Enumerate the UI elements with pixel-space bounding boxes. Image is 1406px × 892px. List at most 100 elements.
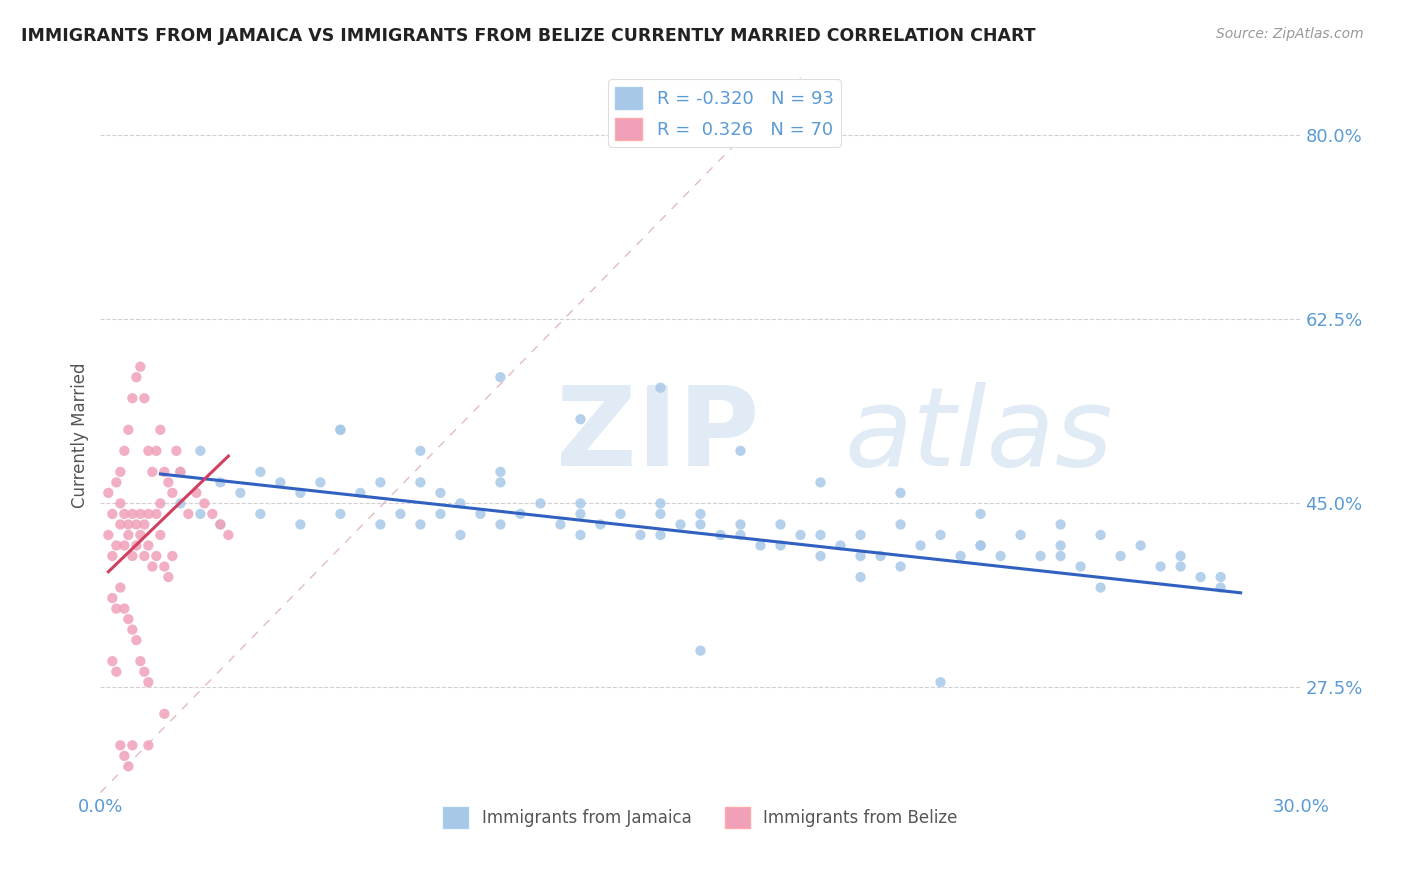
Point xyxy=(110,496,132,510)
Text: Source: ZipAtlas.com: Source: ZipAtlas.com xyxy=(1216,27,1364,41)
Point xyxy=(509,507,531,521)
Point xyxy=(153,465,176,479)
Text: IMMIGRANTS FROM JAMAICA VS IMMIGRANTS FROM BELIZE CURRENTLY MARRIED CORRELATION : IMMIGRANTS FROM JAMAICA VS IMMIGRANTS FR… xyxy=(21,27,1036,45)
Point xyxy=(138,675,160,690)
Point xyxy=(121,549,143,563)
Point xyxy=(117,423,139,437)
Point xyxy=(105,601,128,615)
Point xyxy=(112,748,135,763)
Point xyxy=(157,475,180,490)
Point xyxy=(157,570,180,584)
Point xyxy=(669,517,692,532)
Point xyxy=(121,739,143,753)
Point xyxy=(849,570,872,584)
Point xyxy=(849,528,872,542)
Point xyxy=(529,496,551,510)
Point xyxy=(112,443,135,458)
Point xyxy=(97,528,120,542)
Point xyxy=(112,507,135,521)
Point xyxy=(730,443,752,458)
Point xyxy=(650,496,672,510)
Point xyxy=(630,528,652,542)
Point xyxy=(869,549,891,563)
Point xyxy=(169,496,191,510)
Point xyxy=(209,517,232,532)
Point xyxy=(489,465,512,479)
Point xyxy=(689,517,711,532)
Point xyxy=(190,443,212,458)
Point xyxy=(145,507,167,521)
Point xyxy=(110,517,132,532)
Point xyxy=(309,475,332,490)
Point xyxy=(689,643,711,657)
Point xyxy=(97,486,120,500)
Point xyxy=(269,475,291,490)
Point xyxy=(138,507,160,521)
Point xyxy=(193,496,215,510)
Point xyxy=(141,465,163,479)
Point xyxy=(121,623,143,637)
Point xyxy=(201,507,224,521)
Point xyxy=(910,539,932,553)
Point xyxy=(177,507,200,521)
Point xyxy=(329,423,352,437)
Point xyxy=(125,539,148,553)
Point xyxy=(186,486,208,500)
Y-axis label: Currently Married: Currently Married xyxy=(72,362,89,508)
Point xyxy=(209,517,232,532)
Point xyxy=(1090,528,1112,542)
Point xyxy=(810,528,832,542)
Point xyxy=(1029,549,1052,563)
Point xyxy=(125,517,148,532)
Point xyxy=(990,549,1012,563)
Point xyxy=(117,612,139,626)
Point xyxy=(117,528,139,542)
Point xyxy=(890,486,912,500)
Point xyxy=(190,507,212,521)
Point xyxy=(370,475,392,490)
Point xyxy=(409,517,432,532)
Point xyxy=(1070,559,1092,574)
Point xyxy=(229,486,252,500)
Point xyxy=(1149,559,1171,574)
Point xyxy=(489,475,512,490)
Point xyxy=(125,633,148,648)
Point xyxy=(1189,570,1212,584)
Point xyxy=(429,486,451,500)
Point xyxy=(149,423,172,437)
Point xyxy=(550,517,572,532)
Point xyxy=(165,443,187,458)
Point xyxy=(810,475,832,490)
Point xyxy=(969,539,991,553)
Point xyxy=(749,539,772,553)
Point xyxy=(138,443,160,458)
Point xyxy=(569,507,592,521)
Point xyxy=(650,528,672,542)
Point xyxy=(769,517,792,532)
Point xyxy=(409,475,432,490)
Point xyxy=(929,675,952,690)
Point xyxy=(890,517,912,532)
Point xyxy=(769,539,792,553)
Point xyxy=(810,549,832,563)
Point xyxy=(101,549,124,563)
Point xyxy=(449,496,471,510)
Point xyxy=(929,528,952,542)
Point xyxy=(290,486,312,500)
Point xyxy=(141,559,163,574)
Point xyxy=(1209,570,1232,584)
Point xyxy=(145,549,167,563)
Point xyxy=(1010,528,1032,542)
Point xyxy=(1109,549,1132,563)
Point xyxy=(101,507,124,521)
Point xyxy=(117,517,139,532)
Point xyxy=(429,507,451,521)
Point xyxy=(134,517,156,532)
Point xyxy=(370,517,392,532)
Point xyxy=(389,507,412,521)
Point xyxy=(249,507,271,521)
Point xyxy=(149,496,172,510)
Point xyxy=(489,370,512,384)
Point xyxy=(569,412,592,426)
Point xyxy=(730,528,752,542)
